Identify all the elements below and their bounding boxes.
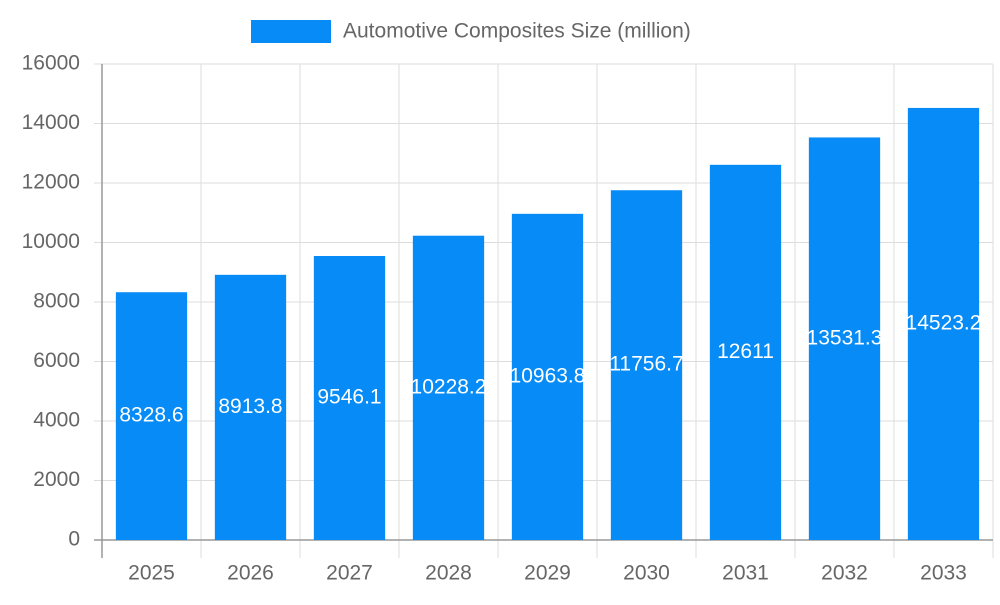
y-tick-label: 14000 [22, 111, 80, 134]
x-tick-label: 2031 [722, 562, 769, 585]
x-tick-label: 2033 [920, 562, 967, 585]
bar [907, 107, 980, 540]
x-tick-label: 2027 [326, 562, 373, 585]
y-tick-label: 2000 [33, 468, 80, 491]
y-tick-label: 8000 [33, 290, 80, 313]
y-tick-label: 6000 [33, 349, 80, 372]
bar [313, 256, 386, 540]
value-label: 8328.6 [119, 404, 183, 427]
value-label: 11756.7 [609, 353, 683, 376]
value-label: 10963.8 [510, 364, 586, 387]
x-tick-label: 2030 [623, 562, 670, 585]
bar [808, 137, 881, 540]
x-tick-label: 2032 [821, 562, 868, 585]
bar [511, 213, 584, 540]
legend-swatch [251, 20, 331, 43]
y-tick-label: 16000 [22, 52, 80, 75]
y-tick-label: 12000 [22, 171, 80, 194]
bar [115, 292, 188, 540]
bar [412, 235, 485, 540]
x-tick-label: 2026 [227, 562, 274, 585]
value-label: 12611 [717, 340, 774, 363]
bar [610, 190, 683, 541]
value-label: 9546.1 [317, 386, 381, 409]
x-tick-label: 2028 [425, 562, 472, 585]
legend-label: Automotive Composites Size (million) [343, 20, 691, 43]
value-label: 8913.8 [218, 395, 282, 418]
x-tick-label: 2029 [524, 562, 571, 585]
value-label: 14523.2 [906, 312, 982, 335]
bar [214, 274, 287, 540]
y-tick-label: 10000 [22, 230, 80, 253]
value-label: 13531.3 [807, 326, 883, 349]
x-tick-label: 2025 [128, 562, 175, 585]
value-label: 10228.2 [411, 375, 487, 398]
y-tick-label: 4000 [33, 409, 80, 432]
y-tick-label: 0 [68, 528, 80, 551]
bar [709, 164, 782, 540]
